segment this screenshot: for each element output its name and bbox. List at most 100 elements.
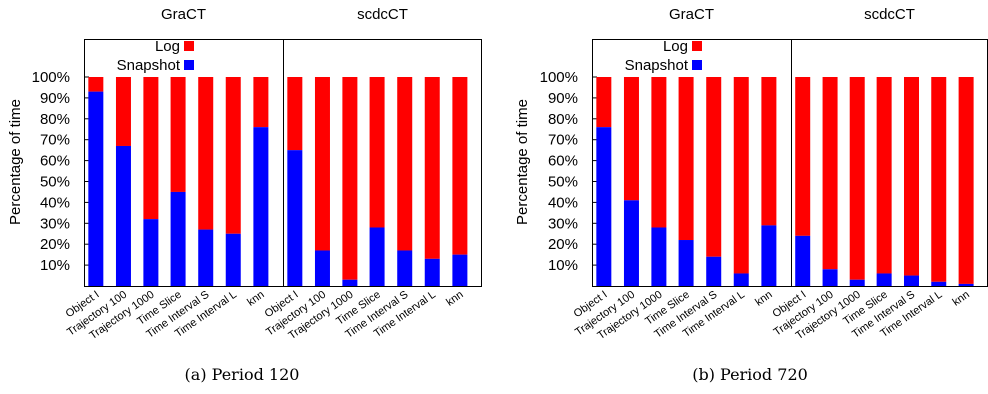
bar-snapshot (822, 269, 838, 286)
y-tick-label: 70% (40, 132, 70, 149)
bar-snapshot (115, 145, 131, 286)
y-tick-label: 80% (548, 111, 578, 128)
legend-swatch-log (184, 41, 194, 51)
y-tick-label: 10% (548, 257, 578, 274)
figure-caption: (a) Period 120 (185, 365, 300, 384)
figure-caption: (b) Period 720 (692, 365, 808, 384)
bar-snapshot (369, 227, 385, 286)
bar-snapshot (225, 233, 241, 286)
bar-log (958, 77, 974, 284)
bar-log (253, 77, 269, 128)
bar-log (761, 77, 777, 226)
bar-snapshot (876, 273, 892, 286)
y-tick-label: 20% (40, 236, 70, 253)
y-tick-label: 100% (540, 69, 578, 86)
bar-log (88, 77, 104, 92)
y-tick-label: 60% (548, 153, 578, 170)
bar-log (706, 77, 722, 257)
bar-log (287, 77, 303, 151)
panel-title: GraCT (669, 6, 714, 23)
panel-title: GraCT (161, 6, 206, 23)
bar-log (342, 77, 358, 280)
legend-label-log: Log (155, 38, 180, 55)
y-tick-label: 90% (548, 90, 578, 107)
bar-log (931, 77, 947, 282)
y-tick-label: 30% (40, 215, 70, 232)
bar-snapshot (706, 256, 722, 286)
bar-snapshot (958, 283, 974, 286)
bar-log (903, 77, 919, 276)
y-tick-label: 80% (40, 111, 70, 128)
y-tick-label: 60% (40, 153, 70, 170)
bar-snapshot (198, 229, 214, 286)
y-tick-label: 40% (40, 194, 70, 211)
bar-log (397, 77, 413, 251)
bar-log (678, 77, 694, 241)
legend-label-log: Log (663, 38, 688, 55)
bar-log (795, 77, 811, 236)
bar-snapshot (849, 279, 865, 286)
bar-snapshot (287, 150, 303, 286)
bar-snapshot (733, 273, 749, 286)
legend-swatch-log (692, 41, 702, 51)
bar-snapshot (342, 279, 358, 286)
bar-snapshot (651, 227, 667, 286)
bar-snapshot (143, 219, 159, 286)
bar-log (424, 77, 440, 259)
y-axis-label: Percentage of time (7, 99, 24, 225)
bar-log (369, 77, 385, 228)
bar-snapshot (596, 127, 612, 286)
y-tick-label: 70% (548, 132, 578, 149)
bar-log (651, 77, 667, 228)
bar-log (198, 77, 214, 230)
panel-title: scdcCT (357, 6, 408, 23)
bar-log (115, 77, 131, 146)
bar-log (822, 77, 838, 270)
legend: Log Snapshot (625, 38, 702, 74)
bar-log (452, 77, 468, 255)
legend-swatch-snapshot (692, 60, 702, 70)
bar-log (623, 77, 639, 201)
bar-snapshot (88, 91, 104, 286)
legend: Log Snapshot (117, 38, 194, 74)
bar-log (733, 77, 749, 274)
bar-snapshot (903, 275, 919, 286)
category-label: knn (950, 289, 971, 309)
y-tick-label: 50% (40, 174, 70, 191)
panel-title: scdcCT (864, 6, 915, 23)
bar-snapshot (253, 127, 269, 286)
y-tick-label: 20% (548, 236, 578, 253)
chart-period-120: 10% 20% 30% 40% 50% 60% 70% 80% 90% 100% Percentag… (7, 6, 482, 384)
bar-snapshot (678, 240, 694, 286)
bar-snapshot (314, 250, 330, 286)
bar-log (314, 77, 330, 251)
y-tick-label: 100% (32, 69, 70, 86)
bar-snapshot (452, 254, 468, 286)
bar-snapshot (931, 281, 947, 286)
bar-snapshot (397, 250, 413, 286)
y-tick-label: 40% (548, 194, 578, 211)
bar-snapshot (424, 258, 440, 286)
bar-snapshot (623, 200, 639, 286)
bar-snapshot (761, 225, 777, 286)
category-label: knn (753, 289, 774, 309)
bar-snapshot (795, 235, 811, 286)
y-tick-label: 90% (40, 90, 70, 107)
y-tick-label: 10% (40, 257, 70, 274)
category-label: knn (444, 289, 465, 309)
y-axis-label: Percentage of time (514, 99, 531, 225)
bar-log (170, 77, 186, 192)
y-tick-label: 30% (548, 215, 578, 232)
bar-log (849, 77, 865, 280)
bar-log (596, 77, 612, 128)
bar-snapshot (170, 191, 186, 286)
legend-swatch-snapshot (184, 60, 194, 70)
bar-log (876, 77, 892, 274)
y-tick-label: 50% (548, 174, 578, 191)
category-label: knn (245, 289, 266, 309)
bar-log (143, 77, 159, 220)
